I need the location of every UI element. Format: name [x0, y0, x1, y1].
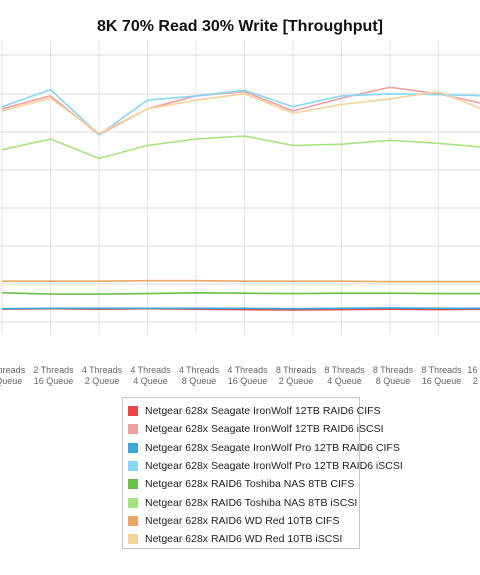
legend-swatch [128, 534, 138, 545]
legend-item-1: Netgear 628x Seagate IronWolf 12TB RAID6… [128, 420, 384, 438]
x-tick-label-6: 8 Threads 2 Queue [276, 365, 317, 386]
series-line-2 [1, 307, 480, 310]
x-tick-label-7: 8 Threads 4 Queue [324, 365, 365, 386]
legend-swatch [128, 424, 138, 435]
legend-item-4: Netgear 628x RAID6 Toshiba NAS 8TB CIFS [128, 475, 359, 493]
x-tick-label-4: 4 Threads 8 Queue [179, 365, 220, 386]
legend-label: Netgear 628x Seagate IronWolf 12TB RAID6… [145, 405, 381, 418]
legend-item-2: Netgear 628x Seagate IronWolf Pro 12TB R… [128, 439, 400, 457]
x-tick-label-3: 4 Threads 4 Queue [130, 365, 171, 386]
series-line-6 [2, 279, 480, 283]
legend-label: Netgear 628x RAID6 WD Red 10TB CIFS [145, 514, 340, 527]
legend-item-5: Netgear 628x RAID6 Toshiba NAS 8TB iSCSI [128, 493, 359, 511]
legend-label: Netgear 628x Seagate IronWolf Pro 12TB R… [145, 460, 403, 473]
legend-item-6: Netgear 628x RAID6 WD Red 10TB CIFS [128, 512, 359, 530]
legend-swatch [128, 479, 138, 490]
x-tick-label-9: 8 Threads 16 Queue [421, 365, 462, 386]
legend-label: Netgear 628x RAID6 WD Red 10TB iSCSI [145, 533, 343, 546]
legend-swatch [128, 497, 138, 508]
legend-swatch [128, 461, 138, 472]
series-line-7 [1, 90, 480, 135]
legend-swatch [128, 442, 138, 453]
legend: Netgear 628x Seagate IronWolf 12TB RAID6… [122, 397, 403, 549]
series-line-3 [1, 88, 480, 136]
legend-swatch [128, 406, 138, 417]
x-tick-label-5: 4 Threads 16 Queue [227, 365, 268, 386]
legend-label: Netgear 628x Seagate IronWolf Pro 12TB R… [145, 441, 400, 454]
x-tick-label-2: 4 Threads 2 Queue [82, 365, 123, 386]
legend-swatch [128, 515, 138, 526]
series-lines [1, 86, 480, 311]
legend-item-7: Netgear 628x RAID6 WD Red 10TB iSCSI [128, 530, 359, 548]
x-tick-label-1: 2 Threads 16 Queue [33, 365, 74, 386]
chart-title: 8K 70% Read 30% Write [Throughput] [97, 18, 383, 35]
x-tick-label-8: 8 Threads 8 Queue [373, 365, 414, 386]
series-line-5 [1, 135, 480, 160]
legend-label: Netgear 628x Seagate IronWolf 12TB RAID6… [145, 423, 384, 436]
legend-item-0: Netgear 628x Seagate IronWolf 12TB RAID6… [128, 402, 381, 420]
grid [0, 40, 480, 335]
series-line-4 [1, 291, 480, 295]
legend-label: Netgear 628x RAID6 Toshiba NAS 8TB iSCSI [145, 496, 358, 509]
legend-label: Netgear 628x RAID6 Toshiba NAS 8TB CIFS [145, 478, 355, 491]
legend-item-3: Netgear 628x Seagate IronWolf Pro 12TB R… [128, 457, 403, 475]
